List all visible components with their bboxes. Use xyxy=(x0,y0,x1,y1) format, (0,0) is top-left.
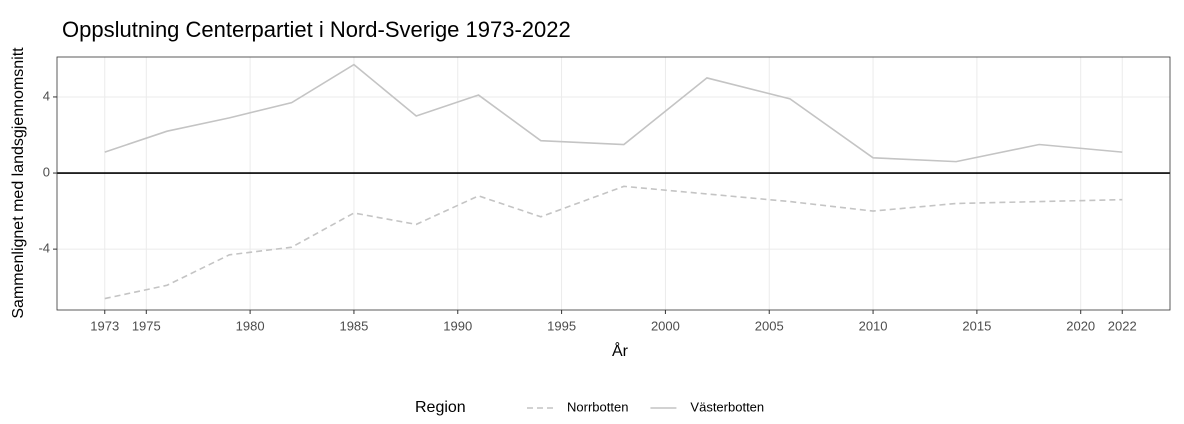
plot-background xyxy=(57,57,1170,310)
x-tick-label: 2022 xyxy=(1108,318,1137,333)
chart-title: Oppslutning Centerpartiet i Nord-Sverige… xyxy=(62,17,571,42)
x-tick-label: 1975 xyxy=(132,318,161,333)
legend-label: Västerbotten xyxy=(690,399,764,414)
x-tick-label: 2005 xyxy=(755,318,784,333)
x-tick-label: 1995 xyxy=(547,318,576,333)
x-tick-label: 1980 xyxy=(236,318,265,333)
plot-border xyxy=(56,56,1171,311)
x-tick-label: 1973 xyxy=(90,318,119,333)
x-axis-label: År xyxy=(612,341,629,360)
x-tick-label: 2000 xyxy=(651,318,680,333)
series-line xyxy=(104,185,1123,300)
series-line xyxy=(104,63,1123,163)
y-axis-label: Sammenlignet med landsgjennomsnitt xyxy=(10,47,27,319)
y-tick-label: -4 xyxy=(38,241,50,256)
x-tick-label: 1990 xyxy=(443,318,472,333)
y-tick-label: 4 xyxy=(43,88,50,103)
legend-title: Region xyxy=(415,399,466,416)
legend-label: Norrbotten xyxy=(567,399,628,414)
x-tick-label: 2015 xyxy=(962,318,991,333)
x-tick-label: 2010 xyxy=(859,318,888,333)
x-tick-label: 2020 xyxy=(1066,318,1095,333)
y-tick-label: 0 xyxy=(43,164,50,179)
x-tick-label: 1985 xyxy=(339,318,368,333)
